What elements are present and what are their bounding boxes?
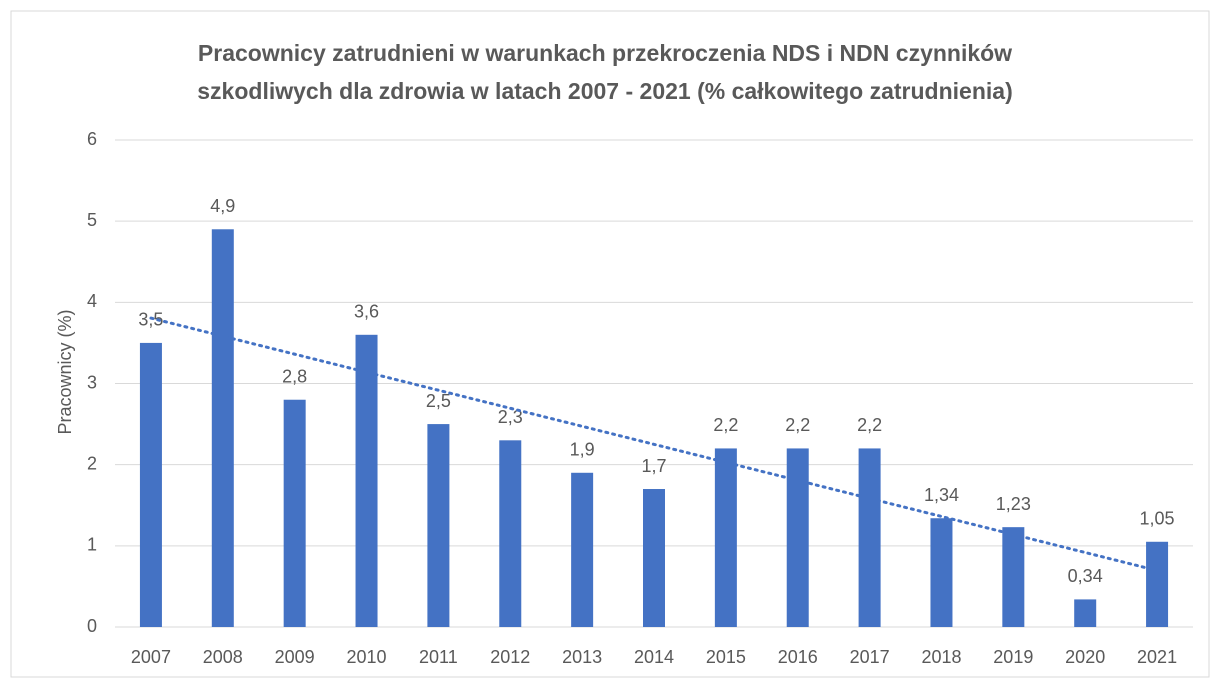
bar xyxy=(858,448,881,627)
data-label: 1,9 xyxy=(570,440,595,460)
data-label: 2,2 xyxy=(713,415,738,435)
data-label: 2,5 xyxy=(426,391,451,411)
bar xyxy=(1074,599,1097,627)
x-tick-label: 2016 xyxy=(778,647,818,667)
bar xyxy=(571,472,594,627)
bar xyxy=(211,229,234,628)
x-tick-label: 2020 xyxy=(1065,647,1105,667)
x-tick-label: 2015 xyxy=(706,647,746,667)
y-tick-label: 2 xyxy=(87,453,97,473)
bar xyxy=(139,342,162,627)
chart-border xyxy=(10,10,1210,678)
bar xyxy=(283,399,306,627)
data-label: 2,2 xyxy=(785,415,810,435)
x-tick-label: 2009 xyxy=(275,647,315,667)
data-label: 1,34 xyxy=(924,485,959,505)
bar xyxy=(714,448,737,627)
bar xyxy=(499,440,522,627)
x-tick-label: 2008 xyxy=(203,647,243,667)
y-tick-label: 1 xyxy=(87,535,97,555)
bar xyxy=(930,518,953,627)
x-tick-label: 2018 xyxy=(921,647,961,667)
data-label: 1,7 xyxy=(641,456,666,476)
x-tick-label: 2010 xyxy=(347,647,387,667)
y-axis-label: Pracownicy (%) xyxy=(55,309,75,434)
data-label: 4,9 xyxy=(210,196,235,216)
x-tick-label: 2011 xyxy=(419,647,458,667)
y-tick-label: 0 xyxy=(87,616,97,636)
x-tick-label: 2017 xyxy=(850,647,890,667)
bar xyxy=(1002,527,1025,627)
x-tick-label: 2012 xyxy=(490,647,530,667)
bar xyxy=(1146,541,1169,627)
x-tick-label: 2007 xyxy=(131,647,171,667)
bar xyxy=(786,448,809,627)
y-tick-label: 3 xyxy=(87,372,97,392)
data-label: 1,23 xyxy=(996,494,1031,514)
data-label: 3,5 xyxy=(138,310,163,330)
data-label: 2,8 xyxy=(282,366,307,386)
x-tick-label: 2019 xyxy=(993,647,1033,667)
data-label: 2,3 xyxy=(498,407,523,427)
chart-title: Pracownicy zatrudnieni w warunkach przek… xyxy=(197,40,1013,104)
y-tick-label: 6 xyxy=(87,129,97,149)
data-label: 3,6 xyxy=(354,302,379,322)
bar xyxy=(355,334,378,627)
bar xyxy=(427,424,450,627)
data-label: 0,34 xyxy=(1068,566,1103,586)
data-label: 1,05 xyxy=(1140,509,1175,529)
x-tick-label: 2014 xyxy=(634,647,674,667)
y-tick-label: 4 xyxy=(87,291,97,311)
trendline xyxy=(149,316,1159,573)
data-label: 2,2 xyxy=(857,415,882,435)
x-tick-label: 2021 xyxy=(1137,647,1177,667)
y-tick-label: 5 xyxy=(87,210,97,230)
x-tick-label: 2013 xyxy=(562,647,602,667)
bar xyxy=(643,489,665,627)
